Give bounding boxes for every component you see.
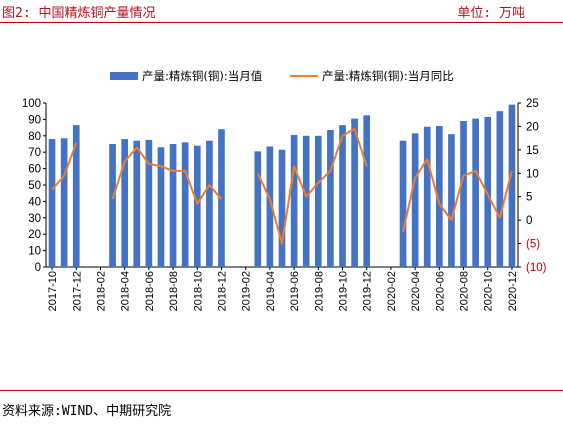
bar-2017-10: [48, 139, 56, 267]
right-tick-label: 25: [526, 98, 539, 110]
bar-2018-10: [193, 145, 201, 267]
right-tick-label: (5): [526, 239, 540, 251]
bar-2019-04: [266, 146, 274, 267]
left-tick-label: 0: [35, 262, 41, 274]
bar-2020-06: [436, 125, 443, 268]
bar-2019-06: [290, 134, 298, 267]
left-tick-label: 20: [28, 229, 41, 241]
x-tick-label: 2018-08: [168, 271, 180, 311]
legend-line-label: 产量:精炼铜(铜):当月同比: [322, 69, 454, 83]
x-tick-label: 2018-12: [216, 271, 228, 311]
figure-title: 图2: 中国精炼铜产量情况: [2, 6, 156, 21]
x-tick-label: 2018-02: [95, 271, 107, 311]
bar-2020-05: [423, 126, 431, 267]
x-tick-label: 2019-12: [362, 271, 374, 311]
bar-2019-08: [314, 135, 322, 267]
left-tick-label: 100: [22, 98, 41, 110]
yoy-line: [51, 127, 513, 245]
right-tick-label: 20: [526, 121, 539, 133]
legend-bar-swatch: [110, 72, 138, 80]
right-tick-label: 5: [526, 192, 532, 204]
x-tick-label: 2017-12: [71, 271, 83, 311]
x-tick-label: 2019-10: [338, 271, 350, 311]
x-tick-label: 2020-02: [386, 271, 398, 311]
left-tick-label: 60: [28, 164, 41, 176]
bar-2017-12: [72, 125, 80, 267]
bar-2020-09: [472, 118, 479, 267]
x-tick-label: 2019-08: [313, 271, 325, 311]
bar-2020-10: [484, 116, 492, 267]
left-tick-label: 50: [28, 180, 41, 192]
header-rule: [0, 22, 563, 23]
x-tick-label: 2018-06: [144, 271, 156, 311]
x-tick-label: 2019-06: [289, 271, 301, 311]
left-tick-label: 10: [28, 246, 41, 258]
right-tick-label: 15: [526, 145, 539, 157]
x-tick-label: 2019-02: [241, 271, 253, 311]
x-tick-label: 2018-04: [120, 271, 132, 311]
x-tick-label: 2020-04: [410, 271, 422, 311]
bar-2018-05: [133, 140, 141, 267]
right-tick-label: 0: [526, 215, 532, 227]
bar-2018-04: [121, 139, 128, 267]
bar-2020-08: [460, 121, 467, 267]
legend-bar-label: 产量:精炼铜(铜):当月值: [142, 69, 263, 83]
bar-2019-05: [278, 149, 286, 267]
bar-2018-03: [109, 144, 116, 267]
x-tick-label: 2019-04: [265, 271, 277, 311]
bar-2018-07: [157, 147, 165, 267]
bar-2018-11: [206, 140, 213, 267]
x-tick-label: 2020-08: [459, 271, 471, 311]
figure-header: 图2: 中国精炼铜产量情况 单位: 万吨: [0, 0, 563, 24]
bar-2019-10: [339, 125, 346, 267]
right-tick-label: (10): [526, 262, 547, 274]
bar-2018-08: [169, 144, 177, 267]
bar-2020-11: [496, 111, 504, 267]
unit-label: 单位: 万吨: [457, 6, 525, 21]
x-tick-label: 2020-10: [483, 271, 495, 311]
bar-2018-09: [181, 142, 189, 267]
left-tick-label: 70: [28, 147, 41, 159]
bar-2018-06: [145, 139, 153, 267]
bar-2020-03: [399, 140, 407, 267]
bar-2020-07: [448, 134, 455, 267]
x-tick-label: 2020-12: [507, 271, 519, 311]
bar-2019-12: [363, 115, 371, 267]
right-tick-label: 10: [526, 168, 539, 180]
source-note: 资料来源:WIND、中期研究院: [2, 404, 172, 419]
bar-2019-11: [351, 118, 358, 267]
footer-rule: [0, 390, 563, 391]
bar-2017-11: [60, 138, 68, 267]
x-tick-label: 2020-06: [434, 271, 446, 311]
left-tick-label: 90: [28, 114, 41, 126]
bar-2019-07: [302, 135, 310, 267]
left-tick-label: 80: [28, 131, 41, 143]
bar-2020-12: [508, 104, 516, 267]
bar-2020-04: [411, 133, 419, 267]
left-tick-label: 30: [28, 213, 41, 225]
left-tick-label: 40: [28, 196, 41, 208]
x-tick-label: 2018-10: [192, 271, 204, 311]
bar-2019-09: [327, 130, 334, 267]
x-tick-label: 2017-10: [47, 271, 59, 311]
bar-2019-03: [254, 151, 262, 267]
